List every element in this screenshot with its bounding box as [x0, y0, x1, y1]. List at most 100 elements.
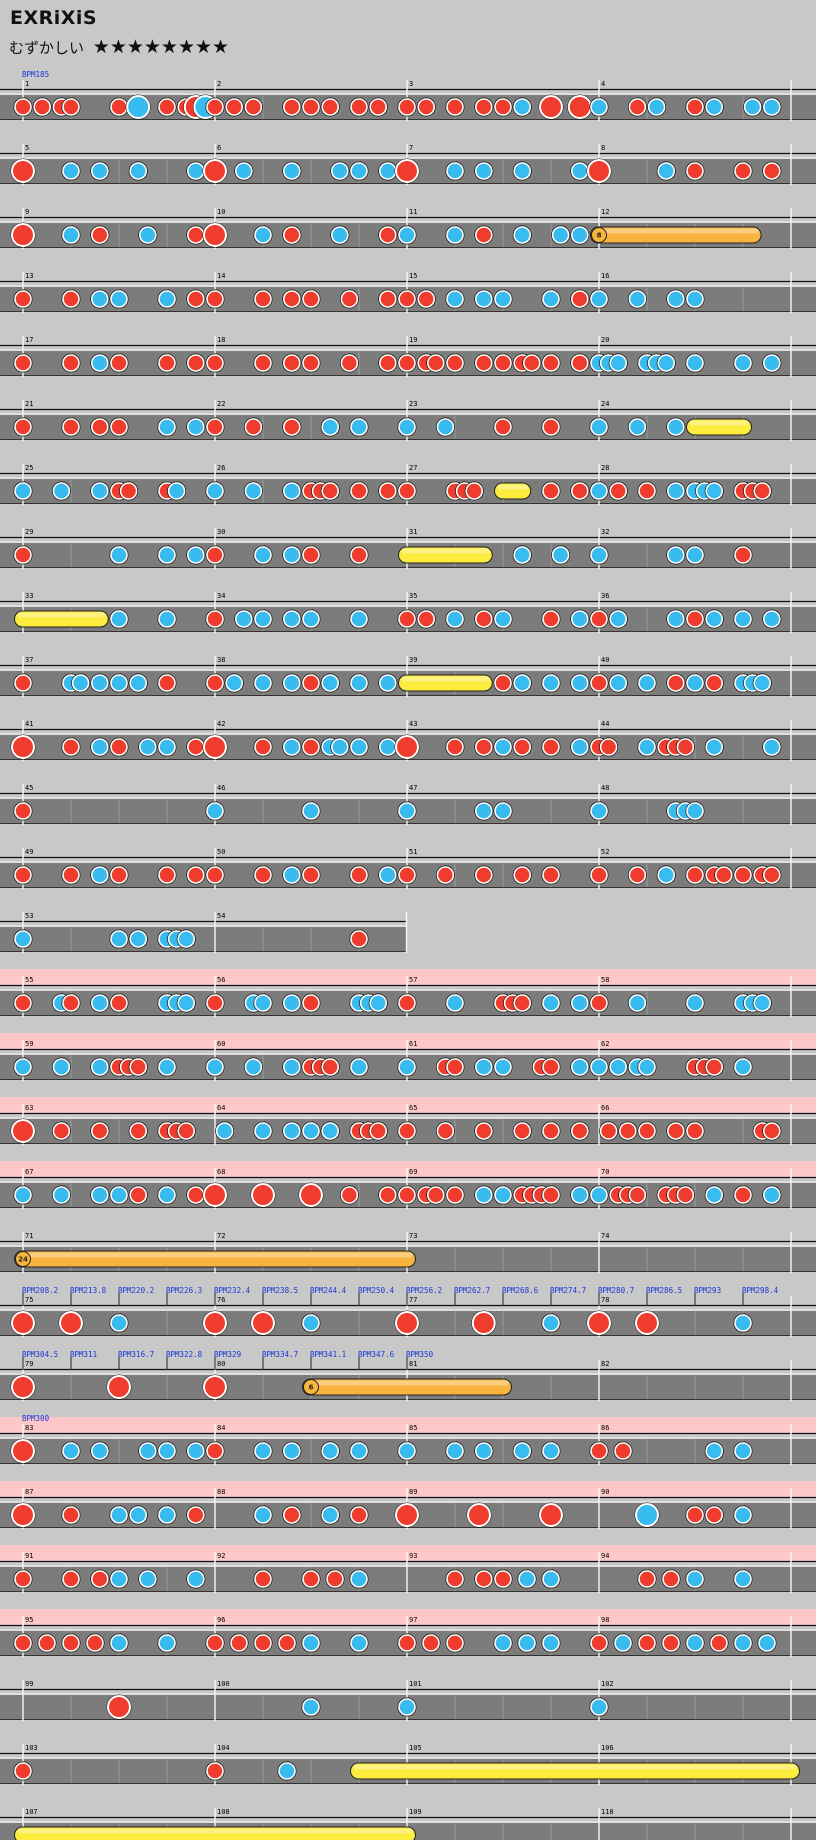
don-note: [14, 1570, 32, 1588]
don-note: [278, 1634, 296, 1652]
don-note: [187, 226, 205, 244]
measure-number: 58: [601, 976, 609, 984]
ka-note: [734, 1570, 752, 1588]
don-note: [378, 1186, 397, 1204]
measure-number: 20: [601, 336, 609, 344]
ka-note: [513, 674, 532, 692]
don-note: [187, 354, 205, 372]
song-title: EXRiXiS: [10, 7, 98, 29]
don-note: [119, 482, 138, 500]
don-note: [302, 290, 320, 308]
measure-number: 45: [25, 784, 33, 792]
bpm-label: BPM220.2: [118, 1286, 154, 1295]
measure-number: 12: [601, 208, 609, 216]
measure-number: 54: [217, 912, 225, 920]
ka-note: [570, 610, 589, 628]
don-note: [426, 354, 445, 372]
don-note: [244, 98, 263, 116]
don-note: [282, 290, 301, 308]
big-don-note: [203, 1375, 227, 1399]
big-don-note: [567, 95, 592, 119]
don-note: [378, 354, 397, 372]
measure-number: 108: [217, 1808, 230, 1816]
don-note: [542, 1122, 560, 1140]
measure-number: 72: [217, 1232, 225, 1240]
measure-number: 26: [217, 464, 225, 472]
big-don-note: [635, 1311, 659, 1335]
bpm-label: BPM274.7: [550, 1286, 586, 1295]
bpm-label: BPM268.6: [502, 1286, 539, 1295]
ka-note: [350, 1058, 368, 1076]
bpm-label: BPM293: [694, 1286, 721, 1295]
ka-note: [206, 802, 224, 820]
big-don-note: [251, 1183, 275, 1207]
ka-note: [378, 866, 397, 884]
big-don-note: [203, 159, 227, 183]
don-note: [62, 1634, 80, 1652]
don-note: [705, 674, 724, 692]
measure-row: 37 38 39 40: [0, 656, 816, 697]
measure-row: 107 108 109 110: [0, 1808, 816, 1840]
measure-number: 70: [601, 1168, 609, 1176]
ka-note: [570, 162, 589, 180]
ka-note: [129, 930, 147, 948]
ka-note: [244, 1058, 263, 1076]
don-note: [513, 866, 532, 884]
don-note: [474, 610, 493, 628]
ka-note: [494, 802, 512, 820]
measure-number: 80: [217, 1360, 225, 1368]
ka-note: [302, 610, 320, 628]
don-note: [350, 930, 368, 948]
measure-number: 22: [217, 400, 225, 408]
ka-note: [518, 1634, 536, 1652]
big-don-note: [471, 1311, 496, 1335]
don-note: [86, 1634, 104, 1652]
don-note: [542, 1058, 560, 1076]
don-note: [628, 1186, 647, 1204]
ka-note: [686, 994, 704, 1012]
don-note: [590, 674, 608, 692]
measure-number: 103: [25, 1744, 38, 1752]
ka-note: [474, 1442, 493, 1460]
ka-note: [350, 610, 368, 628]
big-don-note: [107, 1695, 131, 1719]
ka-note: [62, 1442, 80, 1460]
big-don-note: [11, 735, 35, 759]
measure-number: 93: [409, 1552, 417, 1560]
ka-note: [666, 482, 685, 500]
ka-note: [378, 738, 397, 756]
don-note: [369, 1122, 388, 1140]
don-note: [446, 1058, 464, 1076]
measure-number: 1: [25, 80, 29, 88]
ka-note: [350, 1634, 368, 1652]
ka-note: [494, 738, 512, 756]
ka-note: [139, 226, 157, 244]
measure-number: 92: [217, 1552, 225, 1560]
don-note: [542, 866, 560, 884]
don-note: [326, 1570, 344, 1588]
ka-note: [110, 674, 128, 692]
don-note: [513, 994, 532, 1012]
don-note: [91, 418, 109, 436]
ka-note: [762, 1186, 781, 1204]
don-note: [570, 1122, 589, 1140]
don-note: [762, 1122, 781, 1140]
measure-number: 59: [25, 1040, 33, 1048]
don-note: [705, 1058, 724, 1076]
ka-note: [570, 738, 589, 756]
measure-number: 13: [25, 272, 33, 280]
roll-count: 6: [309, 1384, 314, 1392]
measure-number: 77: [409, 1296, 417, 1304]
measure-number: 101: [409, 1680, 422, 1688]
ka-note: [446, 162, 464, 180]
bpm-label: BPM226.3: [166, 1286, 202, 1295]
don-note: [398, 354, 416, 372]
measure-number: 23: [409, 400, 417, 408]
ka-note: [686, 290, 704, 308]
don-note: [254, 1570, 272, 1588]
don-note: [662, 1634, 680, 1652]
measure-row: 99 100 101 102: [0, 1680, 816, 1721]
ka-note: [666, 546, 685, 564]
gogo-band: [0, 1417, 816, 1434]
difficulty-line: むずかしい ★★★★★★★★: [9, 36, 229, 58]
